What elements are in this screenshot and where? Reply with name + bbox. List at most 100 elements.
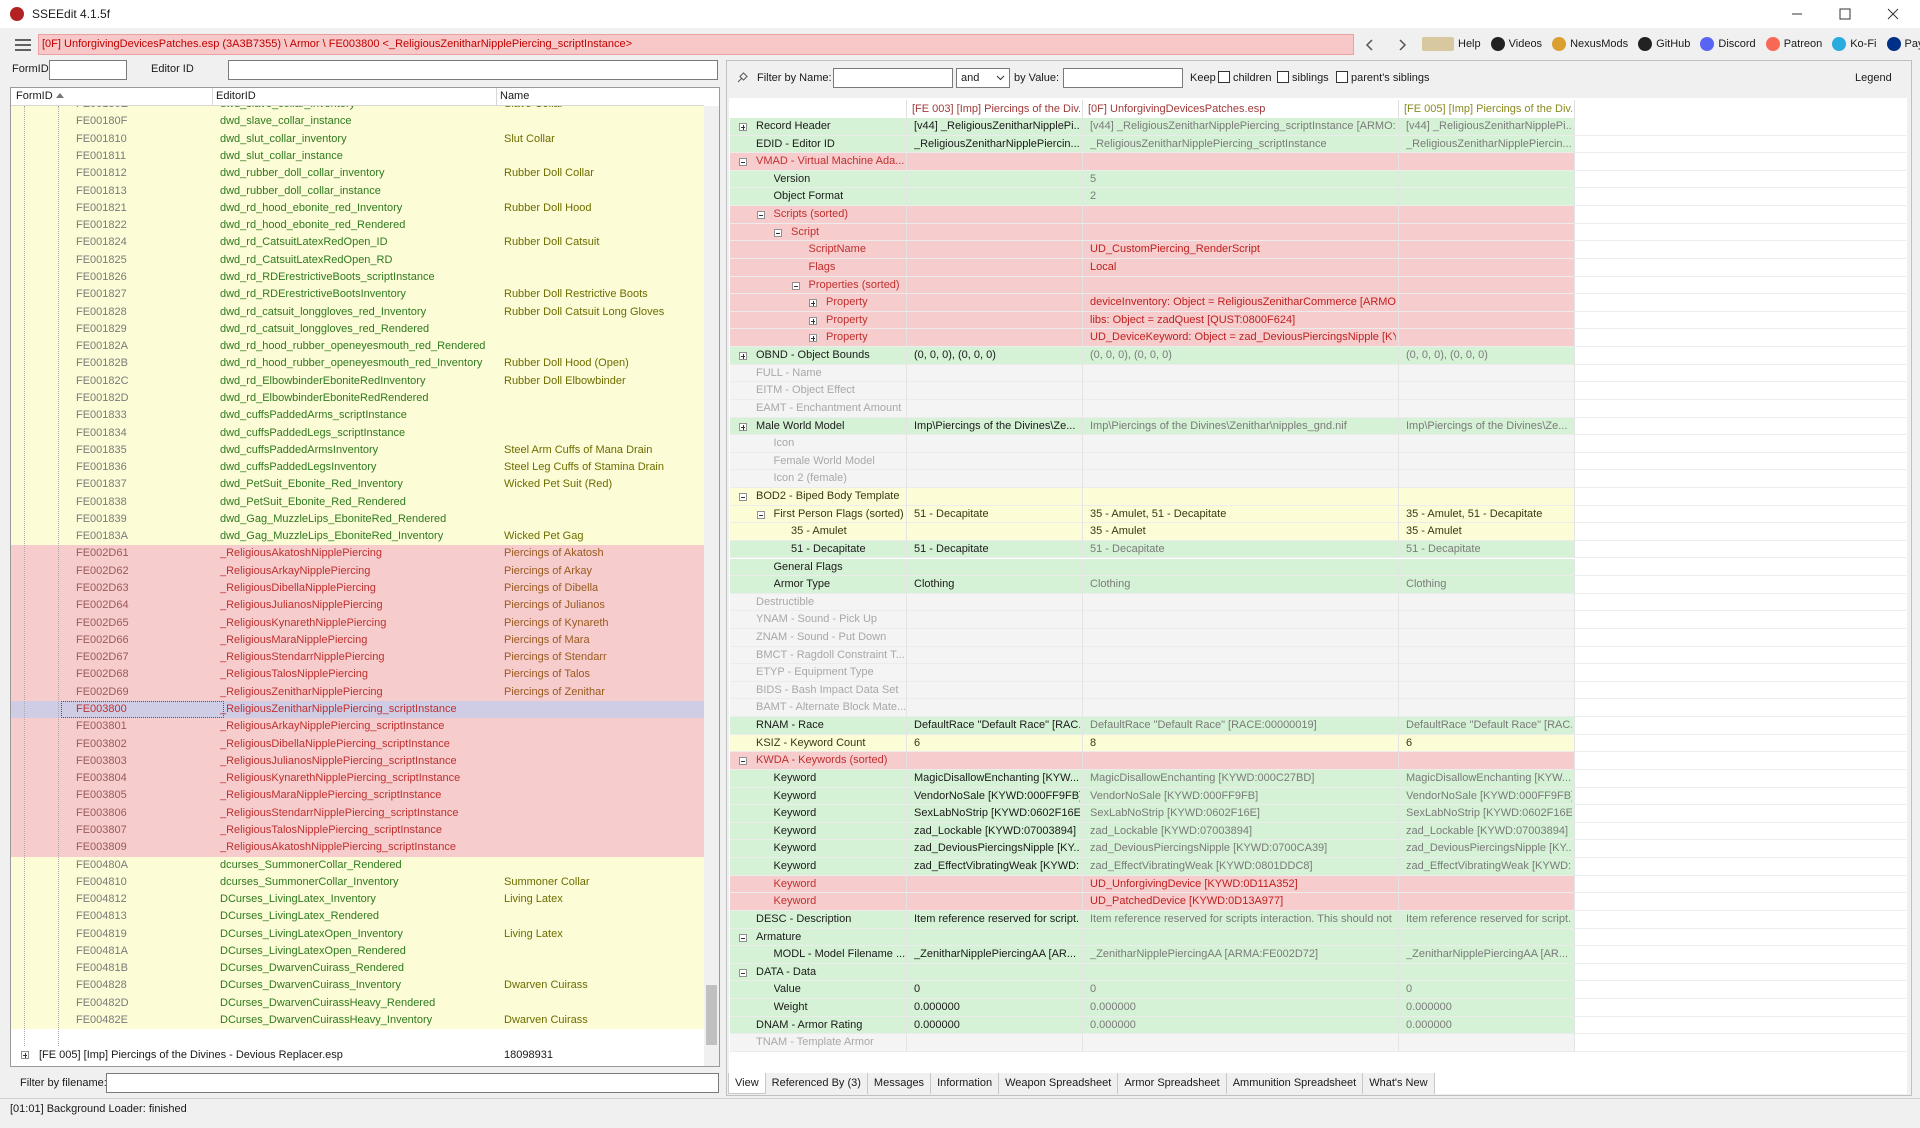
tab[interactable]: View [728, 1073, 766, 1094]
expander[interactable] [809, 299, 817, 308]
checkbox[interactable] [1218, 71, 1230, 83]
record-field-row[interactable]: BIDS - Bash Impact Data Set [730, 681, 1906, 700]
toolbar-button[interactable]: NexusMods [1552, 37, 1628, 51]
record-row[interactable]: FE001837 dwd_PetSuit_Ebonite_Red_Inventor… [11, 476, 704, 494]
record-row[interactable]: FE00182C dwd_rd_ElbowbinderEboniteRedInve… [11, 372, 704, 390]
record-field-row[interactable]: DNAM - Armor Rating 0.000000 0.000000 0.000… [730, 1016, 1906, 1035]
record-row[interactable]: FE00182B dwd_rd_hood_rubber_openeyesmouth… [11, 355, 704, 373]
record-row[interactable]: FE001828 dwd_rd_catsuit_longgloves_red_In… [11, 303, 704, 321]
record-field-row[interactable]: Keyword SexLabNoStrip [KYWD:0602F16E] SexL… [730, 805, 1906, 823]
filter-name-input[interactable] [833, 68, 953, 88]
record-field-row[interactable]: Record Header [v44] _ReligiousZenitharNip… [730, 118, 1906, 136]
record-row[interactable]: FE00481B DCurses_DwarvenCuirass_Rendered [11, 960, 704, 978]
expander[interactable] [739, 123, 747, 131]
toolbar-button[interactable]: Discord [1700, 37, 1756, 51]
record-field-row[interactable]: ETYP - Equipment Type [730, 664, 1906, 682]
record-row[interactable]: FE001834 dwd_cuffsPaddedLegs_scriptInstan… [11, 424, 704, 442]
record-field-row[interactable]: Scripts (sorted) [730, 206, 1906, 224]
record-field-row[interactable]: MODL - Model Filename ... _ZenitharNipple… [730, 946, 1906, 964]
record-row[interactable]: FE00183A dwd_Gag_MuzzleLips_EboniteRed_In… [11, 528, 704, 546]
record-field-row[interactable]: Female World Model [730, 452, 1906, 471]
record-field-row[interactable]: YNAM - Sound - Pick Up [730, 611, 1906, 629]
toolbar-button[interactable]: PayPal [1886, 37, 1920, 51]
record-field-row[interactable]: BMCT - Ragdoll Constraint T... [730, 646, 1906, 665]
filename-filter-input[interactable] [106, 1073, 719, 1093]
record-row[interactable]: FE003804 _ReligiousKynarethNipplePiercing… [11, 770, 704, 788]
tab[interactable]: Ammunition Spreadsheet [1227, 1073, 1364, 1094]
record-row[interactable]: FE00481A DCurses_LivingLatexOpen_Rendered [11, 942, 704, 961]
window-controls[interactable] [1790, 6, 1910, 22]
record-field-row[interactable]: RNAM - Race DefaultRace "Default Race" [R… [730, 717, 1906, 735]
record-row[interactable]: FE00180E dwd_slave_collar_inventory Slave … [11, 106, 704, 114]
expander[interactable] [791, 281, 800, 290]
record-field-row[interactable]: Icon 2 (female) [730, 470, 1906, 488]
record-field-row[interactable]: 35 - Amulet 35 - Amulet 35 - Amulet [730, 523, 1906, 541]
record-row[interactable]: FE002D69 _ReligiousZenitharNipplePiercing… [11, 683, 704, 701]
record-field-row[interactable]: Property UD_DeviceKeyword: Object = zad_D… [730, 329, 1906, 348]
legend-button[interactable]: Legend [1855, 72, 1892, 84]
record-field-row[interactable]: Armor Type Clothing Clothing Clothing [730, 576, 1906, 594]
expander[interactable] [809, 316, 817, 325]
record-field-row[interactable]: Version 5 [730, 170, 1906, 189]
expander[interactable] [809, 334, 817, 343]
column-header[interactable]: EditorID [216, 90, 256, 102]
record-field-row[interactable]: Flags Local [730, 258, 1906, 277]
record-row[interactable]: FE004819 DCurses_LivingLatexOpen_Inventor… [11, 925, 704, 943]
record-row[interactable]: FE001827 dwd_rd_RDErestrictiveBootsInvent… [11, 286, 704, 304]
record-field-row[interactable]: Properties (sorted) [730, 276, 1906, 295]
record-row[interactable]: FE004828 DCurses_DwarvenCuirass_Inventory… [11, 977, 704, 995]
record-row[interactable]: FE001826 dwd_rd_RDErestrictiveBoots_scrip… [11, 269, 704, 287]
record-row[interactable]: FE003807 _ReligiousTalosNipplePiercing_sc… [11, 821, 704, 840]
record-field-row[interactable]: BAMT - Alternate Block Mate... [730, 699, 1906, 718]
record-field-row[interactable]: Keyword UD_PatchedDevice [KYWD:0D13A977] [730, 893, 1906, 911]
expander[interactable] [739, 158, 747, 167]
record-row[interactable]: FE00182A dwd_rd_hood_rubber_openeyesmouth… [11, 338, 704, 356]
record-field-row[interactable]: DESC - Description Item reference reserve… [730, 910, 1906, 929]
record-row[interactable]: FE001836 dwd_cuffsPaddedLegsInventory Stee… [11, 459, 704, 477]
pin-icon[interactable] [736, 72, 748, 84]
menu-button[interactable] [14, 38, 32, 52]
record-field-row[interactable]: KSIZ - Keyword Count 6 8 6 [730, 734, 1906, 753]
record-field-row[interactable]: Property libs: Object = zadQuest [QUST:08… [730, 311, 1906, 330]
record-row[interactable]: FE004810 dcurses_SummonerCollar_Inventory… [11, 873, 704, 892]
record-field-row[interactable]: EITM - Object Effect [730, 382, 1906, 400]
record-row[interactable]: FE003809 _ReligiousAkatoshNipplePiercing_… [11, 839, 704, 857]
record-field-row[interactable]: ZNAM - Sound - Put Down [730, 628, 1906, 647]
record-field-row[interactable]: Value 0 0 0 [730, 981, 1906, 999]
record-field-row[interactable]: DATA - Data [730, 963, 1906, 982]
record-field-row[interactable]: Property deviceInventory: Object = Religi… [730, 294, 1906, 312]
tab[interactable]: Weapon Spreadsheet [999, 1073, 1119, 1094]
expander[interactable] [739, 933, 747, 942]
formid-filter-input[interactable] [49, 60, 127, 80]
toolbar-button[interactable]: Patreon [1765, 37, 1822, 51]
tab[interactable]: Messages [868, 1073, 932, 1094]
record-row[interactable]: FE002D62 _ReligiousArkayNipplePiercing Pie… [11, 562, 704, 581]
record-row[interactable]: FE002D65 _ReligiousKynarethNipplePiercing… [11, 614, 704, 632]
record-row[interactable]: FE002D61 _ReligiousAkatoshNipplePiercing P… [11, 545, 704, 563]
record-row[interactable]: FE003800 _ReligiousZenitharNipplePiercing… [11, 701, 704, 719]
expander[interactable] [739, 968, 747, 977]
expander[interactable] [756, 211, 765, 220]
record-row[interactable]: FE004813 DCurses_LivingLatex_Rendered [11, 908, 704, 926]
record-row[interactable]: FE002D66 _ReligiousMaraNipplePiercing Pier… [11, 631, 704, 650]
expander[interactable] [739, 757, 747, 766]
record-field-row[interactable]: FULL - Name [730, 364, 1906, 383]
record-row[interactable]: FE00180F dwd_slave_collar_instance [11, 113, 704, 131]
record-field-row[interactable]: KWDA - Keywords (sorted) [730, 752, 1906, 770]
nav-arrows[interactable] [1362, 36, 1410, 54]
record-row[interactable]: FE003801 _ReligiousArkayNipplePiercing_sc… [11, 718, 704, 736]
tab[interactable]: What's New [1363, 1073, 1435, 1094]
expander[interactable] [21, 1051, 29, 1059]
expander[interactable] [756, 510, 765, 519]
record-field-row[interactable]: General Flags [730, 558, 1906, 577]
record-field-row[interactable]: Weight 0.000000 0.000000 0.000000 [730, 999, 1906, 1017]
checkbox[interactable] [1277, 71, 1289, 83]
record-field-row[interactable]: EDID - Editor ID _ReligiousZenitharNipple… [730, 135, 1906, 154]
record-row[interactable]: FE002D63 _ReligiousDibellaNipplePiercing P… [11, 580, 704, 598]
record-row[interactable]: FE003806 _ReligiousStendarrNipplePiercing… [11, 804, 704, 822]
record-row[interactable]: FE002D68 _ReligiousTalosNipplePiercing Pie… [11, 666, 704, 684]
column-header[interactable]: FormID [16, 90, 53, 102]
record-row[interactable]: FE00480A dcurses_SummonerCollar_Rendered [11, 856, 704, 874]
expander[interactable] [774, 228, 782, 237]
filter-op-select[interactable] [956, 68, 1010, 88]
